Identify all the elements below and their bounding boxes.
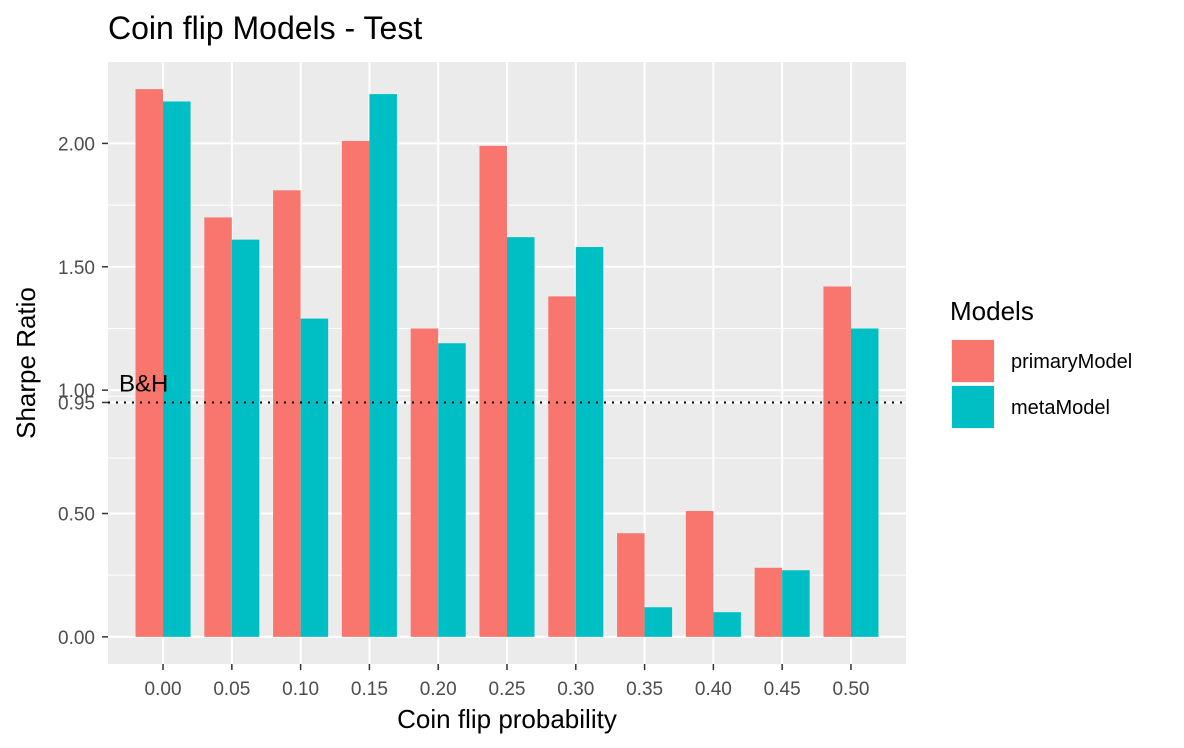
bars [135,89,879,637]
bar-metaModel-0.10 [300,318,329,637]
y-tick-label: 2.00 [58,134,95,155]
legend-swatch-primaryModel [952,340,994,382]
y-axis: 0.00 0.50 0.951.00 1.50 2.00 [58,134,108,649]
legend: Models primaryModel metaModel [950,296,1132,429]
bar-primaryModel-0.50 [823,286,851,637]
bar-primaryModel-0.30 [548,296,576,637]
x-tick-label: 0.15 [351,679,388,700]
bar-metaModel-0.25 [507,237,535,637]
x-tick-label: 0.50 [832,679,869,700]
chart-title: Coin flip Models - Test [108,10,422,46]
x-tick-label: 0.25 [489,679,526,700]
bar-primaryModel-0.00 [135,89,164,637]
bar-primaryModel-0.40 [685,511,714,637]
bar-primaryModel-0.10 [273,190,301,637]
bar-metaModel-0.30 [575,247,604,637]
x-tick-label: 0.35 [626,679,663,700]
bar-metaModel-0.20 [438,343,466,637]
bar-metaModel-0.05 [231,239,260,637]
bar-metaModel-0.50 [850,328,879,637]
y-tick-label: 0.50 [58,505,95,526]
y-tick-label: 1.00 [58,381,95,402]
y-tick-label: 0.00 [58,628,95,649]
bar-primaryModel-0.05 [204,217,232,637]
bar-metaModel-0.35 [644,607,673,637]
bar-metaModel-0.00 [163,101,191,637]
x-axis: 0.00 0.05 0.10 0.15 0.20 0.25 0.30 0.35 0.40 0.45… [145,664,869,700]
legend-swatch-metaModel [952,386,994,428]
x-tick-label: 0.40 [695,679,732,700]
x-axis-title: Coin flip probability [397,704,617,734]
bar-primaryModel-0.20 [410,328,439,637]
bar-primaryModel-0.25 [479,145,507,637]
x-tick-label: 0.10 [282,679,319,700]
x-tick-label: 0.00 [145,679,182,700]
legend-label-primaryModel: primaryModel [1011,351,1132,373]
x-tick-label: 0.05 [213,679,250,700]
bar-metaModel-0.45 [782,570,810,637]
bar-primaryModel-0.35 [617,533,645,637]
x-tick-label: 0.30 [557,679,594,700]
bh-reference-label: B&H [119,370,168,397]
bar-primaryModel-0.15 [341,140,370,637]
bar-metaModel-0.15 [369,94,397,637]
x-tick-label: 0.45 [764,679,801,700]
legend-title: Models [950,296,1034,326]
bar-primaryModel-0.45 [754,567,783,637]
y-tick-label: 0.95 [58,393,95,414]
legend-label-metaModel: metaModel [1011,397,1110,419]
y-tick-label: 1.50 [58,258,95,279]
y-axis-title: Sharpe Ratio [11,287,41,439]
bar-metaModel-0.40 [713,612,741,637]
x-tick-label: 0.20 [420,679,457,700]
